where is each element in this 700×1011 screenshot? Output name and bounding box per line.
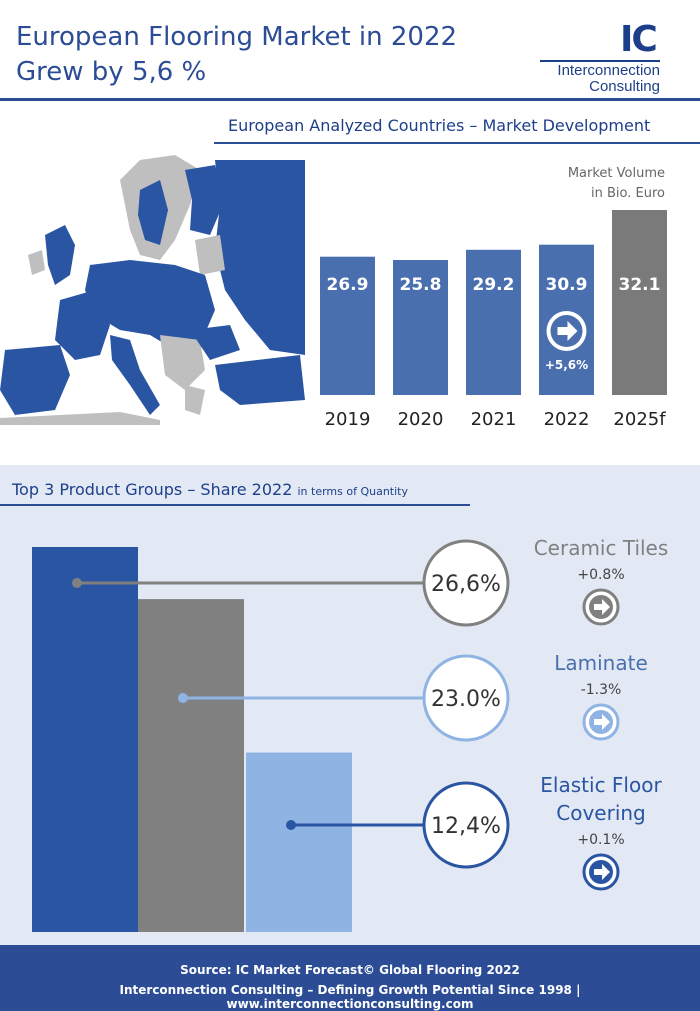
share-value-circle (422, 654, 510, 742)
category-label: 2020 (398, 409, 444, 430)
bar-value-label: 30.9 (546, 275, 588, 295)
header-divider (0, 98, 700, 101)
header: European Flooring Market in 2022 Grew by… (0, 0, 700, 101)
section2-rule (0, 504, 470, 506)
map-region-north-africa (0, 412, 160, 425)
share-value-label: 12,4% (431, 814, 501, 839)
map-region-france (55, 290, 110, 360)
bar-2025f (612, 210, 667, 395)
map-region-central (85, 260, 215, 350)
section2-title: Top 3 Product Groups – Share 2022 in ter… (12, 480, 408, 499)
connector-dot (72, 578, 82, 588)
map-region-balkans (160, 335, 205, 390)
arrow-right-circle-icon (582, 853, 620, 891)
share-value-circle (422, 781, 510, 869)
arrow-right-circle-icon (582, 588, 620, 626)
market-volume-chart: 26.9 2019 25.8 2020 29.2 2021 30.9 2022 +5,6% 32.… (320, 210, 667, 430)
section1-title: European Analyzed Countries – Market Dev… (228, 116, 651, 135)
europe-map (0, 150, 320, 425)
share-bar (32, 547, 138, 932)
bar-value-label: 26.9 (327, 275, 369, 295)
map-region-italy (110, 335, 160, 415)
growth-annotation: +5,6% (545, 358, 588, 372)
product-share-chart: 26,6% Ceramic Tiles +0.8% 23.0% Laminate -1.3… (32, 536, 669, 932)
bar-value-label: 32.1 (619, 275, 661, 295)
category-label: 2019 (325, 409, 371, 430)
bar-value-label: 29.2 (473, 275, 515, 295)
map-region-east (215, 160, 305, 355)
footer-source: Source: IC Market Forecast© Global Floor… (180, 963, 520, 977)
connector-dot (286, 820, 296, 830)
map-region-romania (190, 325, 240, 360)
category-label: 2025f (613, 409, 666, 430)
logo-divider (540, 60, 660, 62)
arrow-right-circle-icon (582, 703, 620, 741)
product-group-label: Elastic Floor (540, 773, 662, 797)
map-region-finland (185, 165, 225, 235)
share-value-circle (422, 539, 510, 627)
product-group-label: Covering (556, 801, 646, 825)
unit-label-line2: in Bio. Euro (591, 186, 665, 201)
map-region-uk (45, 225, 75, 285)
map-region-baltic (195, 235, 225, 275)
bar-2019 (320, 256, 375, 395)
footer (0, 945, 700, 1011)
change-label: +0.8% (577, 567, 624, 583)
product-group-label: Ceramic Tiles (534, 536, 669, 560)
section2-title-text: Top 3 Product Groups – Share 2022 (12, 480, 293, 499)
section2-subtitle: in terms of Quantity (297, 485, 408, 498)
product-group-label: Laminate (554, 651, 648, 675)
map-region-turkey (215, 355, 305, 405)
map-region-greece (185, 385, 205, 415)
logo-text-line1: Interconnection (557, 62, 660, 79)
category-label: 2021 (471, 409, 517, 430)
page-subtitle: Grew by 5,6 % (16, 57, 207, 87)
page-title: European Flooring Market in 2022 (16, 22, 458, 52)
footer-tagline: Interconnection Consulting – Defining Gr… (119, 983, 581, 1011)
share-bar (138, 599, 244, 932)
logo-text-line2: Consulting (589, 78, 660, 95)
bar-2021 (466, 249, 521, 395)
map-region-ireland (28, 250, 45, 275)
section1-rule (214, 142, 700, 144)
category-label: 2022 (544, 409, 590, 430)
arrow-right-circle-icon (546, 311, 587, 351)
bar-value-label: 25.8 (400, 275, 442, 295)
change-label: +0.1% (577, 832, 624, 848)
connector-dot (178, 693, 188, 703)
map-region-iberia (0, 345, 70, 415)
unit-label-line1: Market Volume (567, 166, 665, 181)
section-gap (0, 445, 700, 465)
map-region-sweden (138, 180, 168, 245)
share-value-label: 26,6% (431, 572, 501, 597)
share-value-label: 23.0% (431, 687, 501, 712)
logo-mark: IC (620, 19, 658, 60)
share-bar (246, 752, 352, 932)
bar-2020 (393, 260, 448, 395)
change-label: -1.3% (581, 682, 622, 698)
